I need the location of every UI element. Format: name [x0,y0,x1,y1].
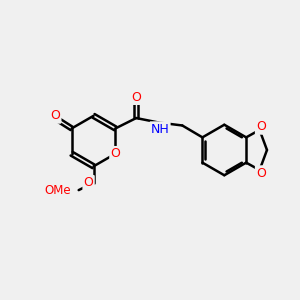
Text: O: O [84,176,94,189]
Text: NH: NH [151,122,169,136]
Text: O: O [50,110,60,122]
Text: O: O [256,121,266,134]
Text: O: O [110,147,120,160]
Text: O: O [131,91,141,104]
Text: OMe: OMe [45,184,71,196]
Text: O: O [256,167,266,179]
